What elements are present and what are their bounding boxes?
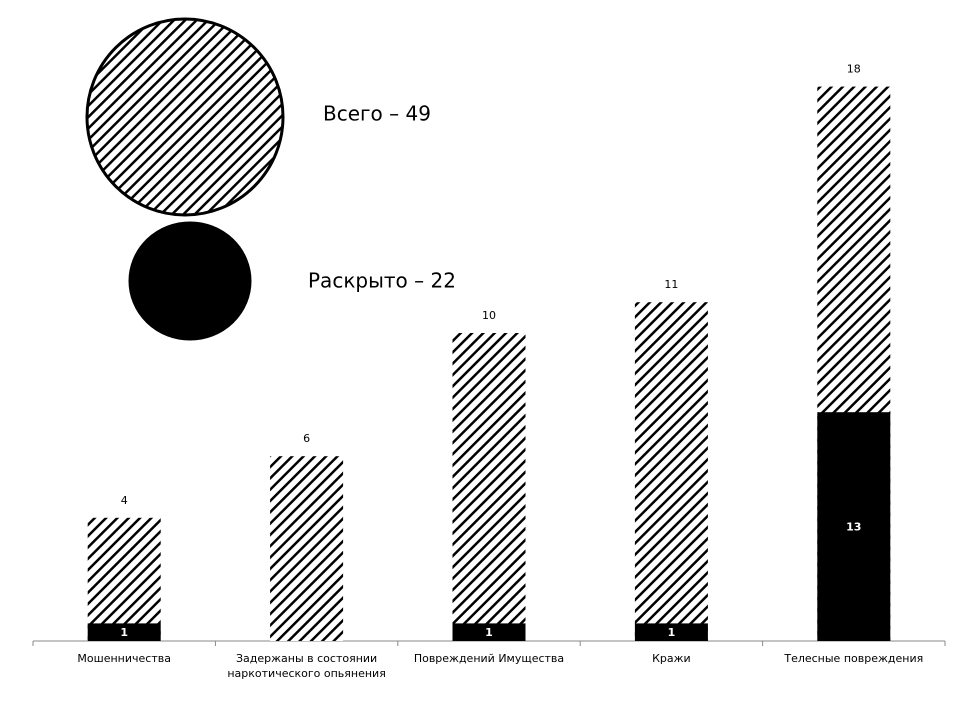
legend-label: Всего – 49 <box>323 102 431 126</box>
data-label: 1 <box>120 626 128 639</box>
data-label: 11 <box>664 278 678 291</box>
data-label: 1 <box>668 626 676 639</box>
x-tick-label: Задержаны в состоянии наркотического опь… <box>227 652 386 680</box>
data-label: 1 <box>485 626 493 639</box>
x-tick-label: Кражи <box>652 652 691 665</box>
bar <box>634 623 708 641</box>
x-tick-label: Телесные повреждения <box>784 652 924 665</box>
bar <box>87 623 161 641</box>
legend-label: Раскрыто – 22 <box>308 269 456 293</box>
bar <box>452 623 526 641</box>
bar <box>634 302 708 641</box>
bar <box>87 517 161 641</box>
data-label: 4 <box>121 494 128 507</box>
x-tick-label: Мошенничества <box>77 652 171 665</box>
data-label: 6 <box>303 432 310 445</box>
data-label: 13 <box>846 521 861 534</box>
bar <box>270 456 344 641</box>
x-tick-label: Повреждений Имущества <box>413 652 565 665</box>
bar <box>817 412 891 641</box>
legend-swatch <box>128 221 252 341</box>
legend-swatch <box>85 17 285 217</box>
data-label: 18 <box>847 63 861 76</box>
bar <box>452 333 526 641</box>
data-label: 10 <box>482 309 496 322</box>
